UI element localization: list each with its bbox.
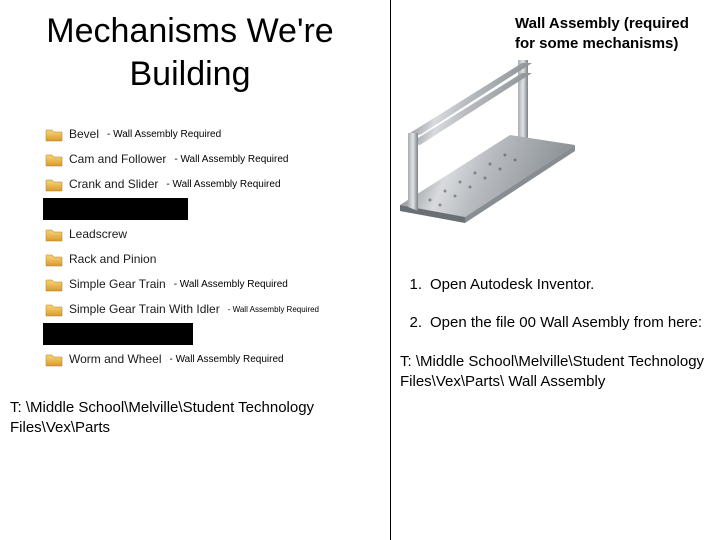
step-number: 2. (400, 313, 430, 333)
redaction-bar (43, 323, 193, 345)
folder-note: - Wall Assembly Required (166, 179, 280, 190)
folder-icon (45, 277, 63, 292)
folder-label: Simple Gear Train (69, 277, 166, 291)
folder-row: Cam and Follower - Wall Assembly Required (45, 148, 370, 170)
wall-assembly-image (400, 55, 580, 225)
folder-icon (45, 302, 63, 317)
folder-icon (45, 177, 63, 192)
folder-row: Rack and Pinion (45, 248, 370, 270)
page-title: Mechanisms We're Building (20, 10, 370, 95)
step-number: 1. (400, 275, 430, 295)
folder-row: Crank and Slider - Wall Assembly Required (45, 173, 370, 195)
folder-label: Rack and Pinion (69, 252, 156, 266)
redaction-bar (43, 198, 188, 220)
folder-label: Worm and Wheel (69, 352, 161, 366)
folder-row (45, 323, 370, 345)
left-column: Mechanisms We're Building Bevel - Wall As… (0, 0, 380, 540)
folder-note: - Wall Assembly Required (107, 129, 221, 140)
folder-note: - Wall Assembly Required (174, 279, 288, 290)
folder-label: Bevel (69, 127, 99, 141)
right-column: Wall Assembly (required for some mechani… (395, 0, 720, 540)
step-text: Open Autodesk Inventor. (430, 275, 705, 295)
folder-label: Leadscrew (69, 227, 127, 241)
folder-icon (45, 227, 63, 242)
folder-row: Leadscrew (45, 223, 370, 245)
folder-list: Bevel - Wall Assembly Required Cam and Fo… (45, 123, 370, 370)
right-path-text: T: \Middle School\Melville\Student Techn… (400, 352, 705, 393)
folder-label: Crank and Slider (69, 177, 158, 191)
folder-icon (45, 127, 63, 142)
folder-icon (45, 352, 63, 367)
step-text: Open the file 00 Wall Asembly from here: (430, 313, 705, 333)
folder-icon (45, 252, 63, 267)
folder-note: - Wall Assembly Required (228, 305, 319, 314)
step-item: 2. Open the file 00 Wall Asembly from he… (400, 313, 705, 333)
folder-note: - Wall Assembly Required (169, 354, 283, 365)
steps-list: 1. Open Autodesk Inventor. 2. Open the f… (400, 275, 705, 334)
folder-row: Simple Gear Train With Idler - Wall Assem… (45, 298, 370, 320)
left-path-text: T: \Middle School\Melville\Student Techn… (10, 398, 370, 437)
folder-label: Simple Gear Train With Idler (69, 302, 220, 316)
folder-note: - Wall Assembly Required (174, 154, 288, 165)
vertical-divider (390, 0, 391, 540)
folder-label: Cam and Follower (69, 152, 166, 166)
folder-icon (45, 152, 63, 167)
folder-row: Bevel - Wall Assembly Required (45, 123, 370, 145)
folder-row (45, 198, 370, 220)
wall-assembly-caption: Wall Assembly (required for some mechani… (515, 14, 705, 53)
folder-row: Simple Gear Train - Wall Assembly Require… (45, 273, 370, 295)
step-item: 1. Open Autodesk Inventor. (400, 275, 705, 295)
folder-row: Worm and Wheel - Wall Assembly Required (45, 348, 370, 370)
